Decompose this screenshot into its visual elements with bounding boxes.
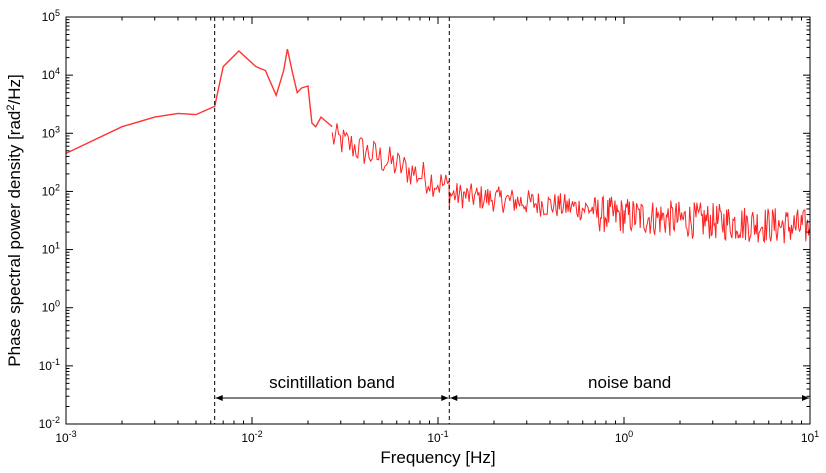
x-axis-label: Frequency [Hz] — [380, 448, 495, 467]
y-tick-label: 105 — [42, 8, 60, 24]
psd-series-noise — [331, 123, 810, 244]
band-annotations: scintillation band noise band — [214, 17, 809, 424]
y-axis-label: Phase spectral power density [rad2/Hz] — [5, 74, 24, 366]
y-tick-label: 103 — [42, 124, 60, 140]
x-tick-label: 10-1 — [427, 429, 448, 445]
y-tick-label: 102 — [42, 182, 60, 198]
y-tick-label: 100 — [42, 299, 60, 315]
band-label: scintillation band — [269, 373, 395, 392]
x-tick-label: 10-3 — [55, 429, 76, 445]
plot-frame — [65, 16, 811, 425]
band-arrow-head-right — [441, 395, 449, 401]
x-tick-label: 10-2 — [241, 429, 262, 445]
band-arrow-head-right — [802, 395, 809, 401]
psd-series-line — [65, 48, 333, 155]
y-tick-label: 10-1 — [39, 357, 60, 373]
x-tick-label: 101 — [801, 429, 819, 445]
y-tick-label: 101 — [42, 241, 60, 257]
band-arrow-head-left — [450, 395, 458, 401]
plot-area — [65, 48, 810, 244]
x-tick-label: 100 — [615, 429, 633, 445]
band-arrow-head-left — [215, 395, 223, 401]
axis-ticks: 10-3 10-2 10-1 100 10110-210-110010110210310… — [39, 8, 820, 445]
y-tick-label: 10-2 — [39, 415, 60, 431]
y-tick-label: 104 — [42, 66, 60, 82]
band-label: noise band — [588, 373, 671, 392]
